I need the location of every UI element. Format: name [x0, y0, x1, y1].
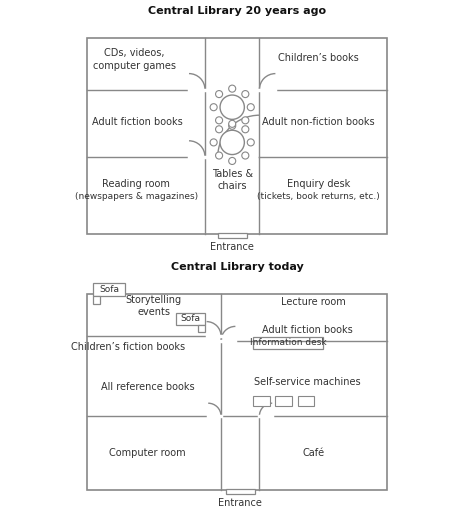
Circle shape	[228, 158, 236, 164]
Circle shape	[242, 152, 249, 159]
Text: (tickets, book returns, etc.): (tickets, book returns, etc.)	[257, 193, 380, 201]
Circle shape	[210, 139, 217, 146]
Text: Central Library 20 years ago: Central Library 20 years ago	[148, 6, 326, 16]
Text: (newspapers & magazines): (newspapers & magazines)	[74, 193, 198, 201]
Text: Enquiry desk: Enquiry desk	[287, 179, 350, 189]
Bar	[87, 294, 387, 489]
Text: Adult non-fiction books: Adult non-fiction books	[262, 117, 375, 126]
Circle shape	[228, 122, 236, 129]
Circle shape	[247, 103, 254, 111]
Circle shape	[228, 120, 236, 127]
Text: Self-service machines: Self-service machines	[254, 377, 361, 388]
Circle shape	[220, 130, 245, 155]
Circle shape	[242, 126, 249, 133]
Circle shape	[210, 103, 217, 111]
Bar	[298, 396, 314, 407]
Text: chairs: chairs	[218, 181, 247, 191]
Text: Computer room: Computer room	[109, 448, 186, 458]
Text: CDs, videos,: CDs, videos,	[104, 48, 165, 58]
Text: All reference books: All reference books	[100, 382, 194, 392]
Circle shape	[216, 126, 223, 133]
Text: Information desk: Information desk	[250, 338, 327, 347]
Bar	[218, 232, 246, 239]
Circle shape	[242, 117, 249, 124]
Bar	[253, 396, 270, 407]
Circle shape	[228, 85, 236, 92]
Bar	[275, 396, 292, 407]
Circle shape	[216, 91, 223, 98]
Bar	[226, 488, 255, 495]
Circle shape	[216, 152, 223, 159]
Text: Central Library today: Central Library today	[171, 262, 303, 272]
Circle shape	[216, 117, 223, 124]
Text: Café: Café	[303, 448, 325, 458]
Bar	[253, 337, 323, 349]
Text: Entrance: Entrance	[210, 242, 254, 251]
Text: Children’s fiction books: Children’s fiction books	[71, 342, 185, 352]
Text: Children’s books: Children’s books	[278, 53, 359, 62]
Text: events: events	[137, 307, 170, 317]
Text: Sofa: Sofa	[181, 314, 201, 323]
Bar	[93, 296, 100, 304]
Bar	[93, 283, 125, 296]
Text: Storytelling: Storytelling	[126, 295, 182, 305]
Text: Tables &: Tables &	[211, 169, 253, 179]
Text: computer games: computer games	[93, 60, 176, 71]
Text: Sofa: Sofa	[99, 285, 119, 294]
Circle shape	[247, 139, 254, 146]
Circle shape	[242, 91, 249, 98]
Circle shape	[220, 95, 245, 119]
Text: Adult fiction books: Adult fiction books	[262, 325, 353, 335]
Text: Reading room: Reading room	[102, 179, 170, 189]
Text: Entrance: Entrance	[218, 498, 262, 507]
Text: Adult fiction books: Adult fiction books	[92, 117, 183, 126]
Text: Lecture room: Lecture room	[282, 297, 346, 307]
Bar	[87, 38, 387, 233]
Bar	[198, 325, 205, 332]
Bar	[176, 313, 205, 325]
